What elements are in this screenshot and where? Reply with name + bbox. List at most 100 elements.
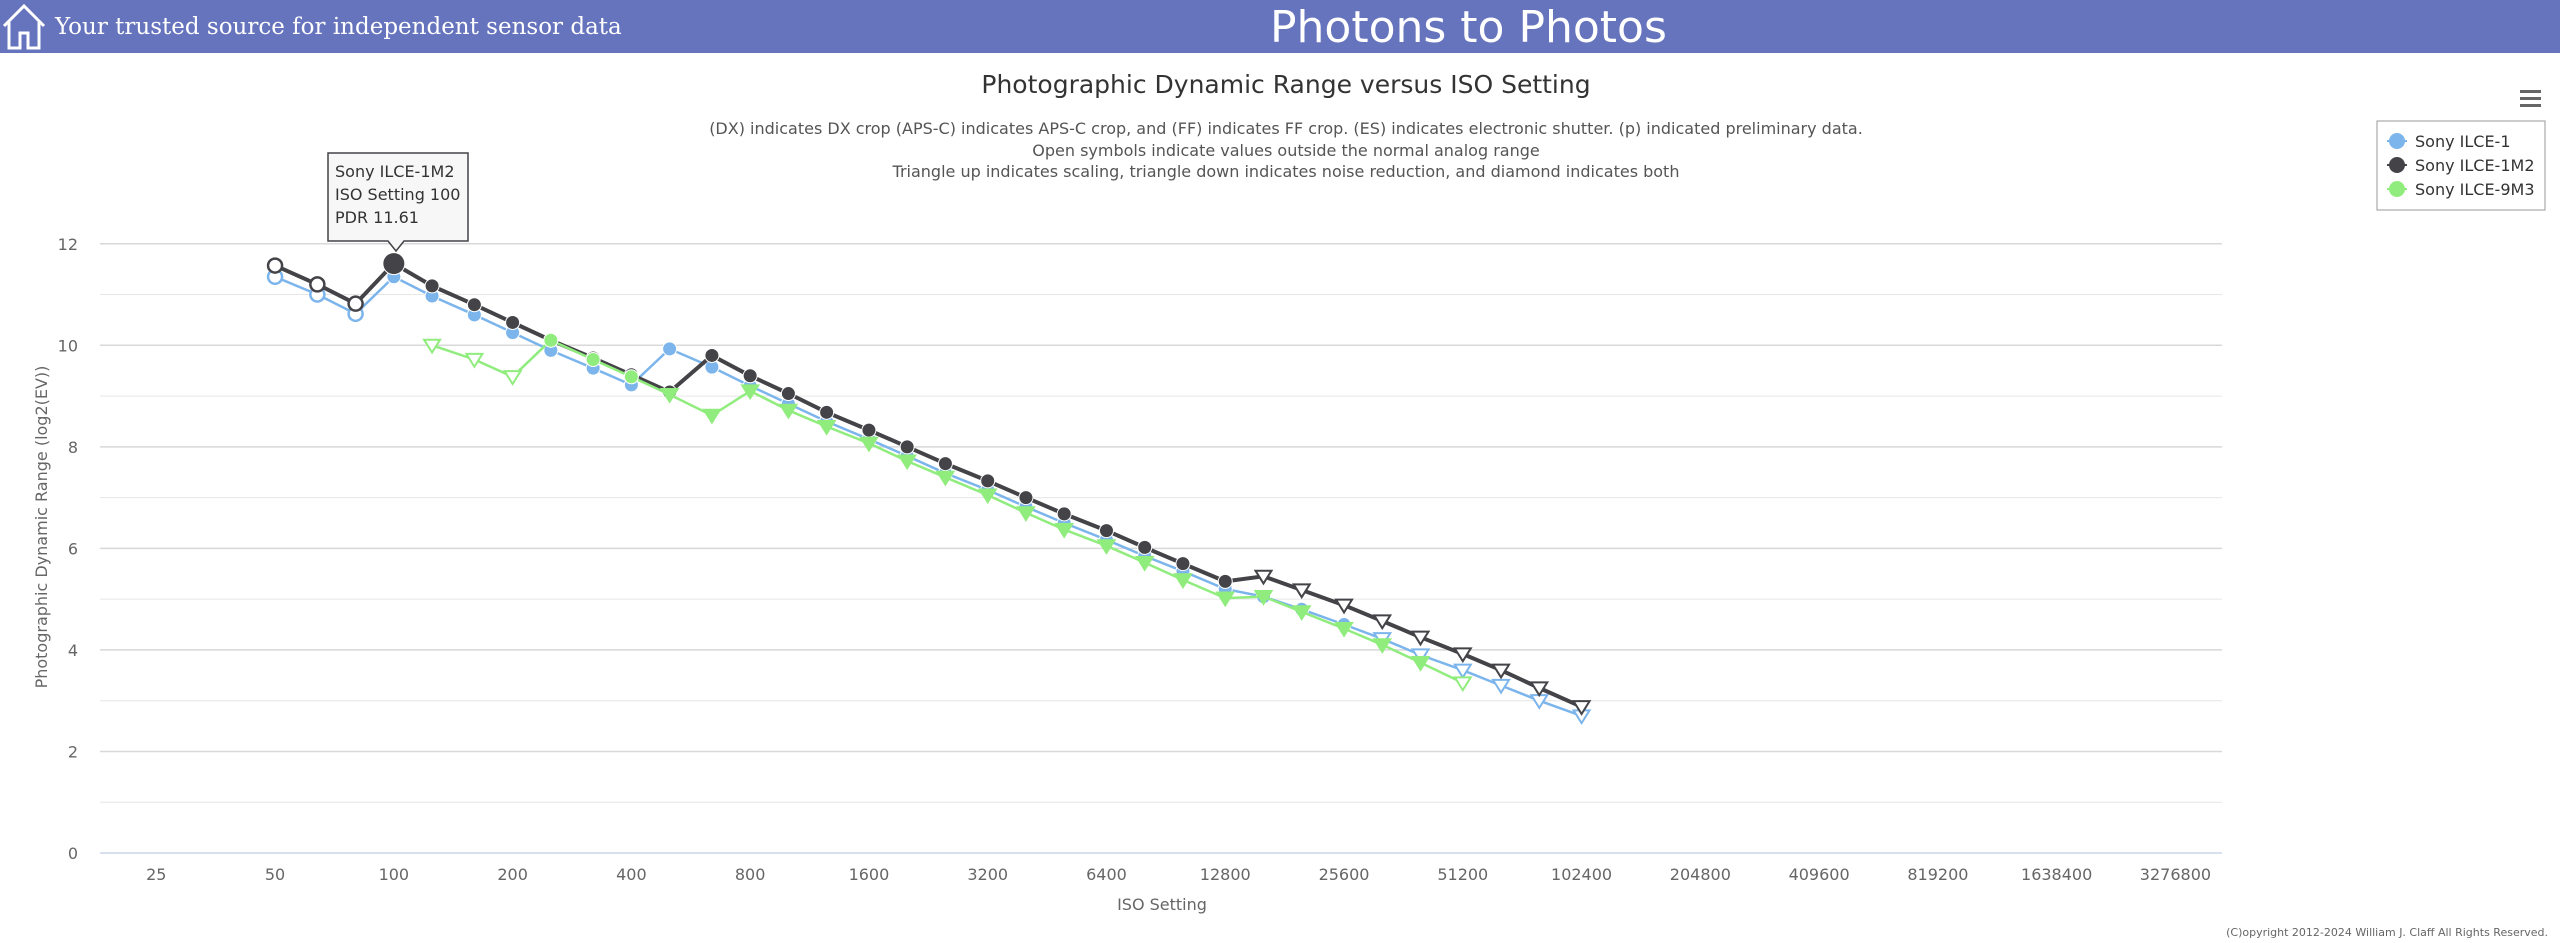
- site-tagline: Your trusted source for independent sens…: [55, 14, 622, 40]
- data-point-sony-ilce-9m3[interactable]: [502, 370, 523, 386]
- legend-marker-sony-ilce-1: [2389, 133, 2405, 149]
- x-tick-label: 1638400: [2021, 865, 2092, 884]
- data-point-sony-ilce-1[interactable]: [1491, 678, 1511, 695]
- data-point-sony-ilce-9m3[interactable]: [1253, 590, 1274, 606]
- data-point-sony-ilce-1m2[interactable]: [819, 404, 835, 420]
- chart-subtitle-line-2: Open symbols indicate values outside the…: [1032, 141, 1539, 160]
- legend-item-sony-ilce-9m3[interactable]: Sony ILCE-9M3: [2387, 180, 2535, 199]
- data-point-sony-ilce-9m3[interactable]: [935, 470, 956, 487]
- x-tick-label: 102400: [1551, 865, 1612, 884]
- data-point-sony-ilce-1m2[interactable]: [1098, 523, 1114, 539]
- data-point-sony-ilce-9m3[interactable]: [1134, 556, 1155, 572]
- data-point-sony-ilce-9m3[interactable]: [1291, 605, 1312, 621]
- x-tick-label: 819200: [1907, 865, 1968, 884]
- x-tick-label: 3276800: [2140, 865, 2211, 884]
- series-sony-ilce-1: [266, 268, 1592, 726]
- data-point-sony-ilce-9m3[interactable]: [1096, 539, 1117, 555]
- data-point-sony-ilce-1m2[interactable]: [1410, 630, 1431, 647]
- data-point-sony-ilce-9m3[interactable]: [1016, 506, 1036, 522]
- series-line-sony-ilce-1m2: [274, 261, 1583, 709]
- data-point-sony-ilce-9m3[interactable]: [897, 454, 917, 471]
- data-point-sony-ilce-1m2[interactable]: [899, 439, 915, 455]
- series-line-sony-ilce-9m3: [431, 338, 1464, 685]
- tooltip: Sony ILCE-1M2 ISO Setting 100 PDR 11.61: [327, 152, 469, 253]
- data-point-sony-ilce-9m3[interactable]: [1372, 638, 1393, 654]
- y-tick-label: 10: [58, 336, 78, 355]
- data-point-sony-ilce-1m2[interactable]: [861, 422, 877, 438]
- series-line-sony-ilce-1: [274, 275, 1583, 718]
- data-point-sony-ilce-9m3[interactable]: [859, 436, 879, 453]
- legend-item-sony-ilce-1[interactable]: Sony ILCE-1: [2387, 132, 2511, 151]
- data-point-sony-ilce-1m2[interactable]: [505, 314, 521, 330]
- dynamic-range-chart: 0 2 4 6 8 10 12 25 50 100 200 400 800 1600 3200 6400 128…: [32, 70, 2546, 914]
- data-point-sony-ilce-1m2[interactable]: [424, 278, 440, 294]
- data-point-sony-ilce-1m2[interactable]: [742, 368, 758, 384]
- data-point-sony-ilce-1m2[interactable]: [1571, 700, 1592, 716]
- y-tick-label: 2: [68, 742, 78, 761]
- data-point-sony-ilce-1m2[interactable]: [704, 347, 720, 363]
- chart-title: Photographic Dynamic Range versus ISO Se…: [981, 70, 1590, 99]
- data-point-sony-ilce-1m2[interactable]: [1018, 490, 1034, 506]
- data-point-sony-ilce-9m3[interactable]: [778, 403, 799, 420]
- data-point-sony-ilce-9m3[interactable]: [585, 352, 601, 368]
- data-point-sony-ilce-1m2[interactable]: [1491, 663, 1511, 680]
- data-point-sony-ilce-9m3[interactable]: [702, 408, 722, 425]
- x-axis-title: ISO Setting: [1117, 895, 1207, 914]
- data-point-sony-ilce-1m2[interactable]: [266, 257, 284, 274]
- data-point-sony-ilce-1m2[interactable]: [347, 295, 364, 312]
- data-point-sony-ilce-1m2[interactable]: [1137, 539, 1153, 555]
- y-tick-label: 6: [68, 539, 78, 558]
- series-layer: [266, 252, 1592, 726]
- data-point-sony-ilce-9m3[interactable]: [1410, 656, 1431, 672]
- data-point-sony-ilce-1m2[interactable]: [466, 297, 482, 313]
- x-tick-label: 51200: [1437, 865, 1488, 884]
- data-point-sony-ilce-9m3[interactable]: [659, 387, 680, 404]
- data-point-sony-ilce-1m2[interactable]: [1452, 647, 1473, 664]
- x-tick-label: 3200: [967, 865, 1008, 884]
- tooltip-iso: ISO Setting 100: [335, 185, 460, 204]
- data-point-sony-ilce-9m3[interactable]: [977, 488, 998, 505]
- series-sony-ilce-9m3: [422, 332, 1473, 693]
- data-point-sony-ilce-1m2[interactable]: [1529, 681, 1550, 698]
- data-point-sony-ilce-1[interactable]: [662, 341, 678, 357]
- data-point-sony-ilce-9m3[interactable]: [1054, 523, 1074, 539]
- data-point-sony-ilce-9m3[interactable]: [464, 352, 485, 369]
- data-point-sony-ilce-1m2[interactable]: [1372, 614, 1393, 631]
- data-point-sony-ilce-1m2[interactable]: [1334, 598, 1354, 615]
- data-point-sony-ilce-9m3[interactable]: [623, 369, 639, 385]
- tooltip-pdr: PDR 11.61: [335, 208, 419, 227]
- home-icon[interactable]: [0, 0, 52, 53]
- x-tick-label: 800: [735, 865, 766, 884]
- data-point-sony-ilce-9m3[interactable]: [1452, 676, 1473, 693]
- data-point-sony-ilce-9m3[interactable]: [740, 384, 760, 401]
- data-point-sony-ilce-9m3[interactable]: [543, 332, 559, 348]
- legend-label-sony-ilce-1m2: Sony ILCE-1M2: [2415, 156, 2535, 175]
- data-point-sony-ilce-1m2[interactable]: [309, 276, 326, 293]
- data-point-sony-ilce-1m2[interactable]: [1291, 583, 1312, 600]
- series-sony-ilce-1m2: [266, 252, 1592, 716]
- data-point-sony-ilce-1m2[interactable]: [937, 456, 953, 472]
- tooltip-series-name: Sony ILCE-1M2: [335, 162, 455, 181]
- x-tick-label: 409600: [1789, 865, 1850, 884]
- x-tick-label: 400: [616, 865, 647, 884]
- data-point-sony-ilce-1m2[interactable]: [1253, 569, 1274, 586]
- data-point-sony-ilce-1m2[interactable]: [382, 252, 406, 276]
- data-point-sony-ilce-9m3[interactable]: [816, 419, 837, 436]
- site-header: Your trusted source for independent sens…: [0, 0, 2560, 53]
- data-point-sony-ilce-1m2[interactable]: [1217, 573, 1233, 589]
- data-point-sony-ilce-1[interactable]: [1410, 648, 1431, 665]
- home-link[interactable]: [0, 0, 52, 53]
- data-point-sony-ilce-9m3[interactable]: [1173, 573, 1193, 589]
- data-point-sony-ilce-1m2[interactable]: [780, 386, 796, 402]
- data-point-sony-ilce-1m2[interactable]: [1056, 506, 1072, 522]
- data-point-sony-ilce-1m2[interactable]: [980, 473, 996, 489]
- legend-label-sony-ilce-9m3: Sony ILCE-9M3: [2415, 180, 2535, 199]
- hamburger-menu-icon[interactable]: [2515, 86, 2545, 116]
- data-point-sony-ilce-1[interactable]: [1452, 663, 1473, 680]
- legend-item-sony-ilce-1m2[interactable]: Sony ILCE-1M2: [2387, 156, 2535, 175]
- site-title: Photons to Photos: [1270, 2, 1667, 53]
- data-point-sony-ilce-1m2[interactable]: [1175, 556, 1191, 572]
- data-point-sony-ilce-9m3[interactable]: [422, 338, 442, 355]
- data-point-sony-ilce-9m3[interactable]: [1334, 622, 1354, 638]
- data-point-sony-ilce-9m3[interactable]: [1215, 591, 1236, 608]
